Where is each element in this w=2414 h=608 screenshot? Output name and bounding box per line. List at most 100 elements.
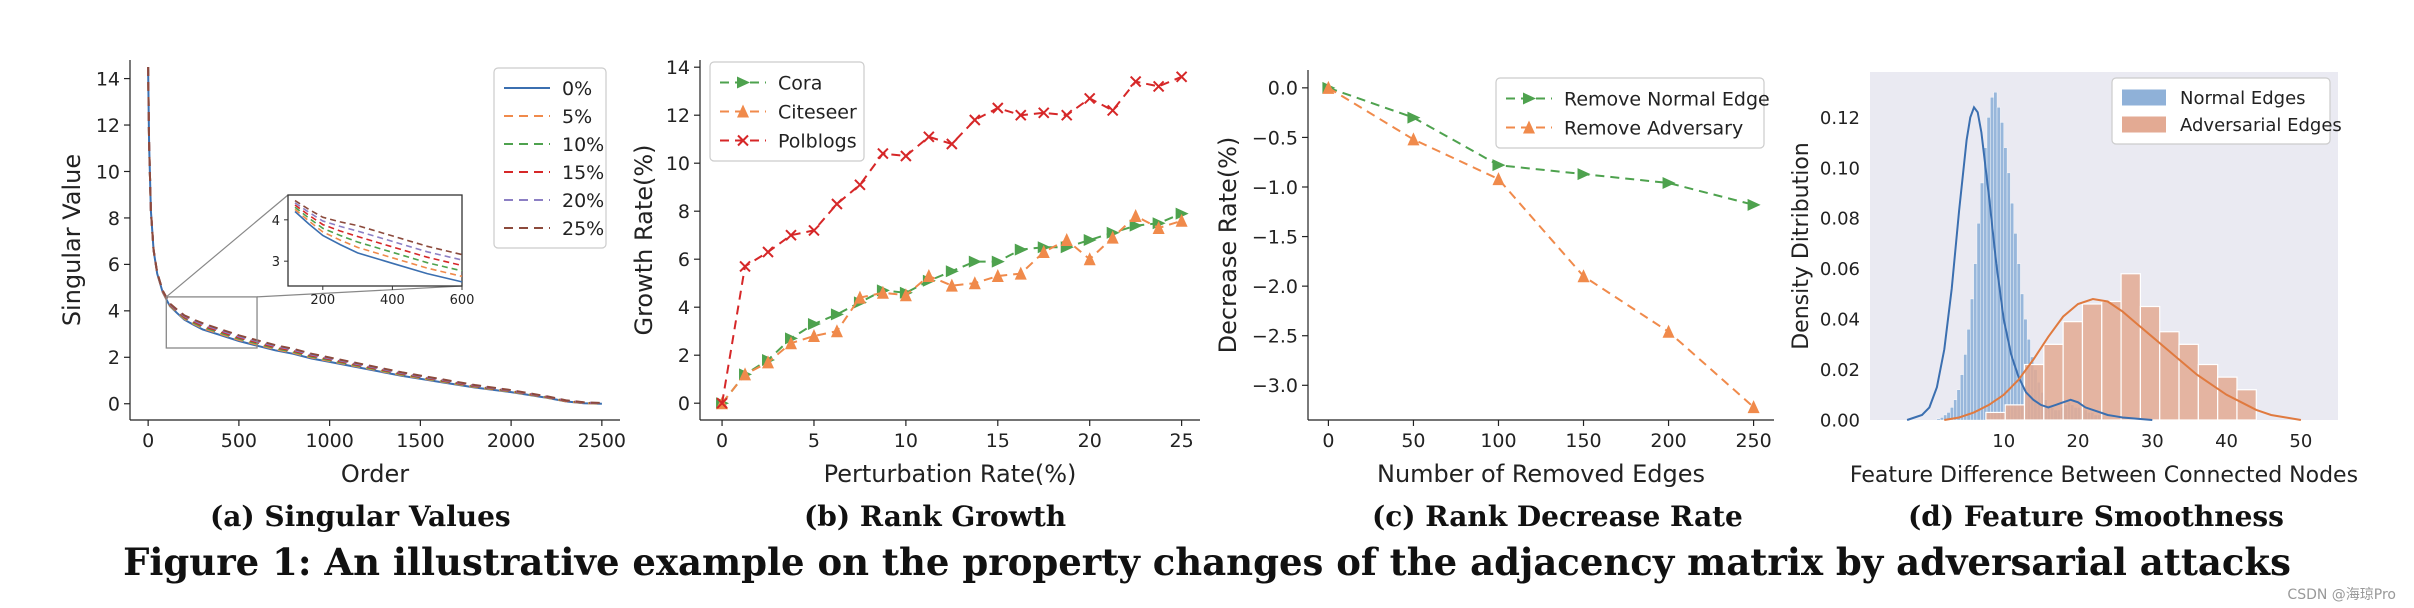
y-tick-label: 8: [108, 208, 120, 230]
zoom-connector: [257, 285, 463, 298]
data-point: [1175, 213, 1188, 227]
data-point: [1322, 80, 1335, 94]
legend-box: [493, 67, 607, 249]
inset-frame: [287, 194, 463, 287]
data-point: [877, 147, 889, 160]
histogram-bar: [2000, 122, 2004, 421]
histogram-bar: [1956, 389, 1961, 421]
data-point: [945, 265, 959, 278]
x-tick-label: 30: [2141, 431, 2164, 452]
caption-a: (a) Singular Values: [210, 500, 511, 533]
histogram-bar: [2120, 273, 2141, 421]
panel-b-rank-growth: 0 5 10 15 20 25 0 2 4 6 8 10 12 14 Perturbation Rate(%…: [630, 57, 1200, 488]
histogram-bar: [2023, 363, 2045, 421]
data-point: [1037, 245, 1050, 258]
y-tick-label: −2.5: [1252, 326, 1298, 348]
y-tick-label: 0.08: [1820, 209, 1860, 230]
x-tick-label: 20: [1078, 430, 1102, 452]
inset-y-tick-label: 3: [272, 255, 280, 270]
x-tick-label: 25: [1170, 430, 1194, 452]
series-line-Remove Normal Edge: [1328, 86, 1754, 206]
panel-a-singular-values: 0 500 1000 1500 2000 2500 0 2 4 6 8 10 12 14 Order Sing…: [58, 60, 626, 488]
histogram-bar: [1963, 354, 1968, 421]
caption-d: (d) Feature Smoothness: [1908, 500, 2284, 533]
y-tick-label: 6: [678, 249, 690, 271]
x-axis-label: Perturbation Rate(%): [824, 460, 1077, 488]
legend-label: 0%: [562, 78, 592, 100]
histogram-bar: [2016, 263, 2021, 421]
y-tick-label: 14: [666, 57, 690, 79]
y-tick-label: 0.00: [1820, 410, 1860, 431]
y-tick-label: 4: [108, 301, 120, 323]
y-axis-label: Decrease Rate(%): [1214, 137, 1242, 354]
histogram-bar: [1970, 298, 1974, 421]
data-point: [739, 367, 752, 381]
histogram-bar: [1973, 263, 1978, 421]
histogram-bar: [2062, 321, 2084, 421]
legend-label: 15%: [562, 162, 604, 184]
data-point: [1106, 230, 1119, 244]
data-point: [830, 308, 844, 321]
inset-series-15%: [294, 204, 463, 267]
watermark: CSDN @海琼Pro: [2287, 587, 2396, 603]
inset-series-20%: [294, 202, 463, 261]
legend-swatch: [2122, 116, 2166, 133]
histogram-bar: [2020, 293, 2024, 421]
data-point: [1060, 233, 1073, 246]
y-tick-label: −0.5: [1252, 127, 1298, 149]
inset-x-tick-label: 200: [310, 293, 335, 308]
legend-marker: [737, 134, 749, 147]
histogram-bar: [2013, 233, 2018, 421]
y-tick-label: 0.04: [1820, 310, 1860, 331]
x-tick-label: 2500: [578, 430, 626, 452]
histogram-bar: [2101, 300, 2122, 421]
data-point: [1492, 159, 1506, 172]
x-tick-label: 0: [716, 430, 728, 452]
y-tick-label: −3.0: [1252, 375, 1298, 397]
data-point: [1015, 109, 1027, 121]
density-curve-Adversarial Edges: [1944, 297, 2302, 421]
y-tick-label: 0.12: [1820, 108, 1860, 129]
y-tick-label: 10: [666, 153, 690, 175]
histogram-bar: [2043, 343, 2064, 421]
y-axis-label: Singular Value: [58, 154, 86, 326]
legend-label: Adversarial Edges: [2180, 115, 2342, 136]
data-point: [1106, 104, 1119, 117]
y-tick-label: 8: [678, 201, 690, 223]
x-axis-label: Order: [341, 460, 409, 488]
legend-marker: [1523, 92, 1536, 105]
panel-d-feature-smoothness: 10 20 30 40 50 0.00 0.02 0.04 0.06 0.08 0.10 0.12 Fe…: [1789, 72, 2358, 488]
legend-label: Remove Normal Edge: [1564, 88, 1770, 110]
histogram-bar: [2178, 343, 2199, 421]
y-tick-label: 10: [96, 161, 120, 183]
figure-panels: 0 500 1000 1500 2000 250002468101214OrderSing…: [58, 57, 2358, 488]
data-point: [1662, 177, 1676, 190]
data-point: [923, 131, 935, 143]
data-point: [762, 246, 774, 258]
x-tick-label: 20: [2067, 431, 2090, 452]
x-tick-label: 10: [1992, 431, 2015, 452]
data-point: [853, 290, 866, 304]
histogram-bar: [2139, 305, 2161, 421]
y-tick-label: 0.06: [1820, 259, 1860, 280]
data-point: [854, 179, 866, 191]
data-point: [1747, 400, 1760, 414]
y-tick-label: 0: [678, 393, 690, 415]
data-point: [991, 269, 1004, 282]
x-tick-label: 40: [2215, 431, 2238, 452]
legend-marker: [1523, 120, 1535, 134]
data-point: [922, 269, 935, 282]
y-tick-label: −1.0: [1252, 177, 1298, 199]
x-tick-label: 15: [986, 430, 1010, 452]
data-point: [991, 255, 1005, 268]
histogram-bar: [1985, 411, 2006, 421]
data-point: [1407, 132, 1420, 146]
data-point: [1407, 111, 1421, 124]
x-tick-label: 50: [1401, 430, 1425, 452]
histogram-bar: [1983, 147, 1988, 421]
data-point: [899, 288, 912, 302]
legend-label: Cora: [778, 72, 822, 94]
data-point: [1083, 234, 1097, 246]
x-tick-label: 1500: [396, 430, 444, 452]
data-point: [1014, 266, 1027, 280]
